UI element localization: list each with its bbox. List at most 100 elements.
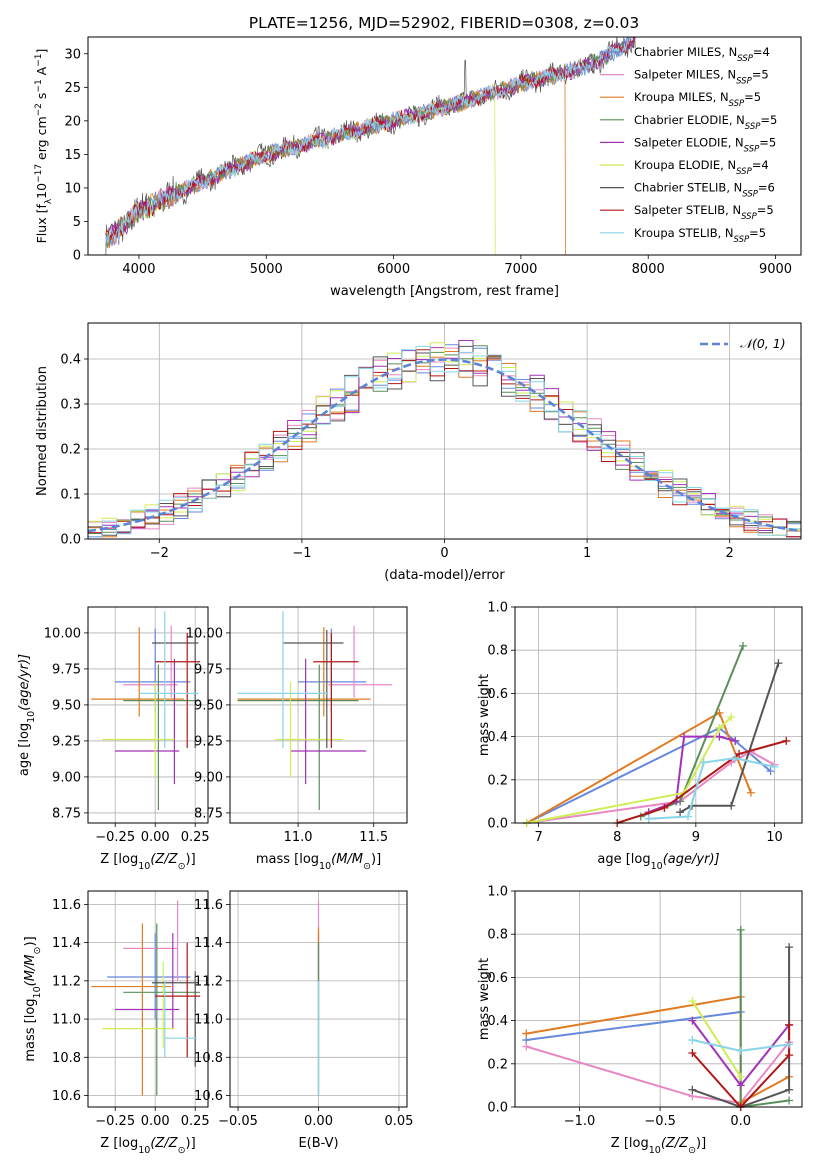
x-label-part: 10 (138, 1145, 150, 1156)
y-tick-label: 10.6 (52, 1089, 81, 1104)
weight-series (526, 1011, 741, 1041)
weight-marker (785, 1040, 794, 1049)
y-tick-label: 1.0 (487, 885, 508, 900)
x-axis-label: Z [log10(Z/Z⊙)] (100, 852, 195, 872)
y-tick-label: 15 (64, 148, 81, 163)
x-tick-label: 0.25 (181, 1114, 210, 1129)
y-tick-label: 30 (64, 47, 81, 62)
y-label-part: mass [log (23, 998, 38, 1061)
weight-marker (770, 762, 779, 771)
weight-series (526, 1041, 790, 1104)
x-tick-label: 11.0 (284, 830, 313, 845)
weight-marker (739, 641, 748, 650)
weight-series (692, 947, 791, 1109)
y-axis-label: Flux [fλ10−17 erg cm−2 s−1 A−1] (34, 49, 54, 244)
weight-marker (785, 1096, 794, 1105)
y-tick-label: 0.0 (487, 1101, 508, 1116)
y-axis-label: mass weight (477, 674, 492, 756)
x-label-part: Z [log (100, 852, 138, 867)
x-label-part: age [log (597, 852, 650, 867)
spectrum-lines (105, 37, 636, 255)
x-tick-label: 8 (613, 830, 621, 845)
y-label-part: −17 (34, 164, 44, 183)
weight-marker (731, 754, 740, 763)
y-label-part: 10 (26, 711, 37, 723)
error-bars (91, 611, 200, 811)
figure-title: PLATE=1256, MJD=52902, FIBERID=0308, z=0… (249, 14, 639, 32)
weight-marker (715, 732, 724, 741)
x-tick-label: 4000 (122, 262, 155, 277)
y-tick-label: 0.2 (487, 1057, 508, 1072)
y-tick-label: 9.50 (52, 698, 81, 713)
legend-entry: Kroupa MILES, NSSP=5 (634, 90, 761, 109)
y-tick-label: 20 (64, 114, 81, 129)
y-tick-label: 9.00 (194, 770, 223, 785)
x-label-part: (M/M (331, 852, 363, 867)
x-tick-label: 0.0 (730, 1114, 751, 1129)
legend-entry: Salpeter MILES, NSSP=5 (634, 68, 769, 87)
y-tick-label: 10.6 (194, 1089, 223, 1104)
legend-subscript: SSP (741, 212, 757, 222)
y-axis-label: Normed distribution (35, 366, 50, 496)
y-tick-label: 0.8 (487, 928, 508, 943)
weight-marker (736, 925, 745, 934)
x-tick-label: 1 (583, 546, 591, 561)
legend-entry: Chabrier ELODIE, NSSP=5 (634, 113, 777, 132)
weight-lines (522, 925, 794, 1111)
histograms (88, 340, 801, 538)
y-tick-label: 0.2 (60, 443, 81, 458)
axes-frame (229, 890, 408, 1108)
y-axis-label: age [log10(age/yr)] (17, 654, 37, 776)
weight-marker (688, 997, 697, 1006)
y-tick-label: 8.75 (52, 806, 81, 821)
panel-residual-histogram: −2 −1 0 1 2 0.0 0.1 0.2 0.3 0.4 𝒩(0, 1) (data-model… (35, 322, 802, 583)
y-tick-label: 0.0 (60, 533, 81, 548)
panel-weight-vs-Z: −1.0 −0.5 0.0 0.0 0.2 0.4 0.6 0.8 1.0 Z [log10(Z/… (477, 885, 803, 1156)
x-axis-label: wavelength [Angstrom, rest frame] (330, 284, 559, 299)
y-tick-label: 10 (64, 181, 81, 196)
legend-subscript: SSP (745, 122, 761, 132)
legend-entry: Kroupa STELIB, NSSP=5 (634, 226, 766, 245)
x-tick-label: −0.25 (95, 1114, 135, 1129)
legend-label: Salpeter STELIB, N (634, 203, 741, 217)
weight-marker (746, 788, 755, 797)
x-label-part: )] (186, 1136, 196, 1151)
spectrum-series (105, 37, 636, 242)
x-label-part: mass [log (256, 852, 319, 867)
legend-value: =5 (752, 68, 769, 82)
y-label-part: (age/yr)] (17, 654, 32, 711)
x-tick-label: 0.05 (384, 1114, 413, 1129)
axes-frame (229, 606, 408, 824)
x-tick-label: 10 (766, 830, 783, 845)
y-tick-label: 0 (73, 249, 81, 264)
spectrum-series (105, 37, 635, 246)
y-tick-label: 11.4 (52, 936, 81, 951)
weight-marker (683, 812, 692, 821)
y-tick-label: 10.00 (44, 626, 81, 641)
y-tick-label: 9.25 (194, 734, 223, 749)
axes-frame (514, 890, 803, 1108)
y-tick-label: 11.2 (194, 974, 223, 989)
legend-label: Kroupa STELIB, N (634, 226, 734, 240)
axes-frame (87, 890, 209, 1108)
legend-subscript: SSP (744, 144, 760, 154)
y-tick-label: 9.50 (194, 698, 223, 713)
legend-entry: 𝒩(0, 1) (740, 336, 786, 351)
axes-frame (87, 606, 209, 824)
x-label-part: )] (371, 852, 381, 867)
histogram-series (88, 345, 801, 538)
y-label-part: 10 (34, 183, 49, 199)
x-label-part: (Z/Z (661, 1136, 689, 1151)
x-tick-label: 11.5 (359, 830, 388, 845)
panel-age-vs-mass: 11.0 11.5 8.75 9.00 9.25 9.50 9.75 10.00 mass [l… (186, 606, 408, 872)
legend-entry: Chabrier STELIB, NSSP=6 (634, 181, 775, 200)
y-label-part: Flux [f (34, 204, 49, 244)
x-axis-label: E(B-V) (298, 1136, 338, 1151)
y-tick-label: 0.1 (60, 488, 81, 503)
x-axis-label: age [log10(age/yr)] (597, 852, 719, 872)
x-label-part: Z [log (611, 1136, 649, 1151)
x-tick-label: 6000 (377, 262, 410, 277)
weight-marker (774, 659, 783, 668)
y-tick-label: 0.6 (487, 687, 508, 702)
panel-mass-vs-Z: −0.25 0.00 0.25 10.6 10.8 11.0 11.2 11.4 11.6 Z [… (23, 890, 210, 1156)
